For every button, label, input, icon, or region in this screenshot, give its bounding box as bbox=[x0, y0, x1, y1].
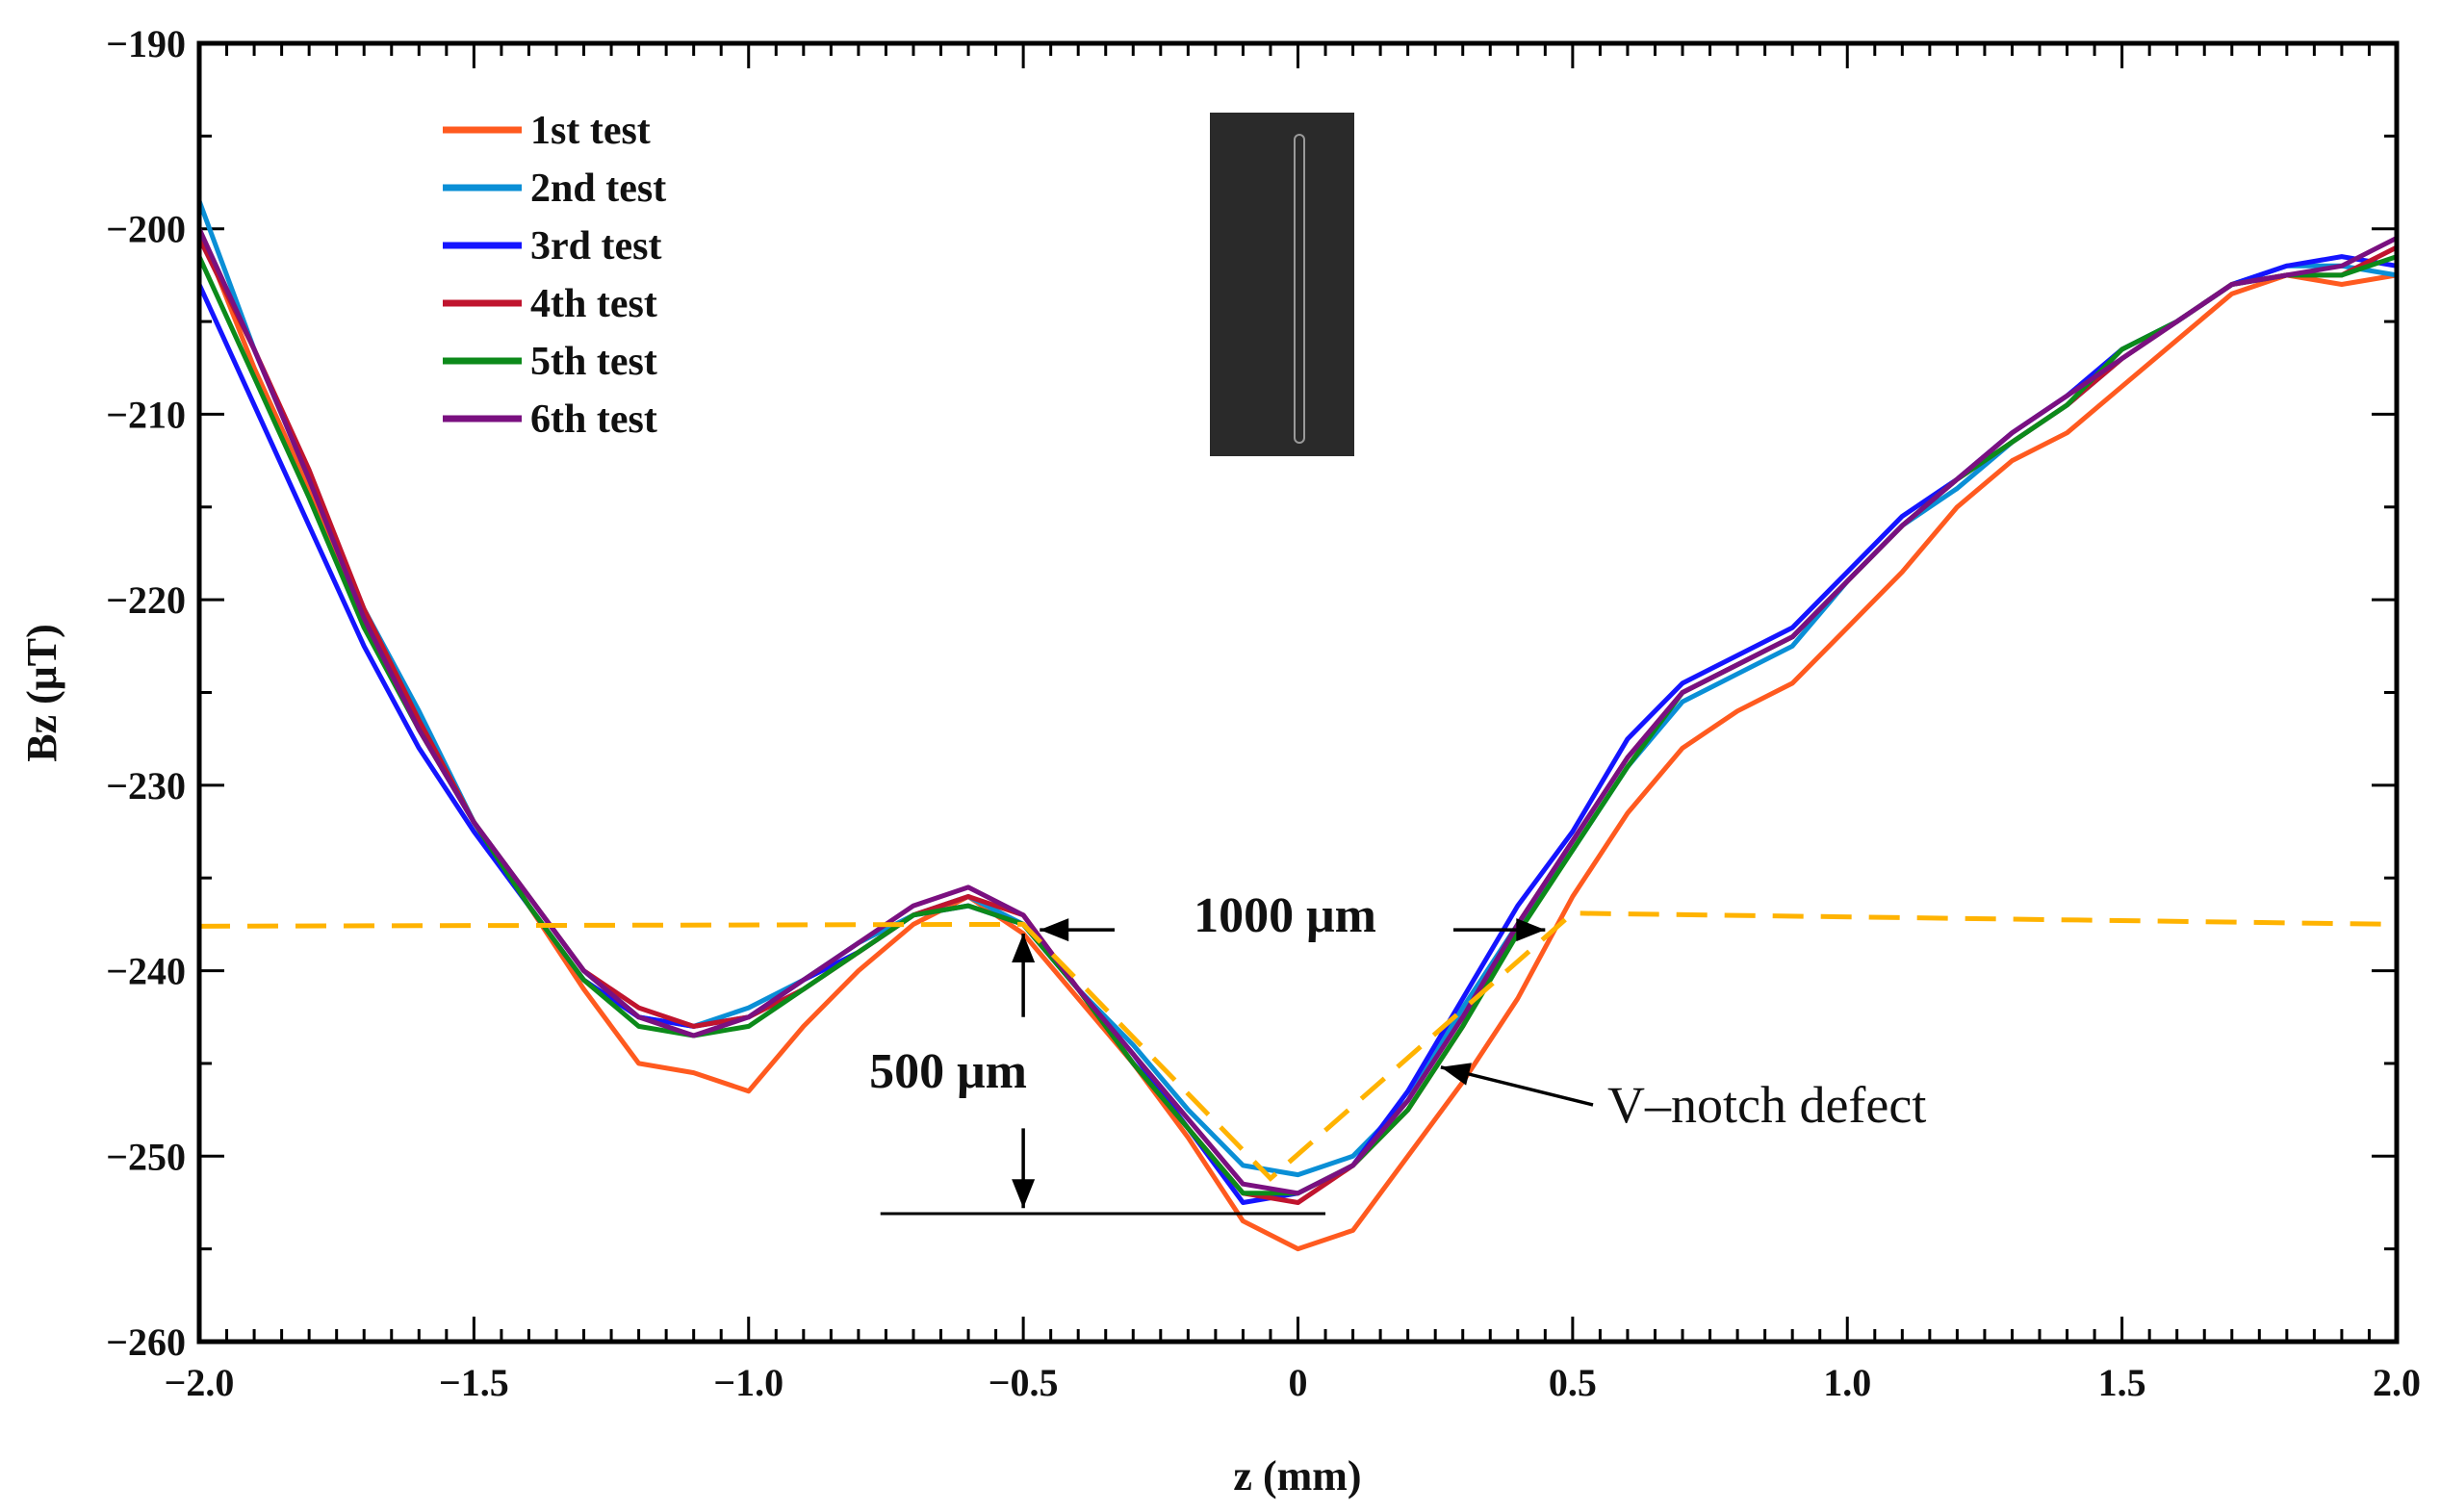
x-tick-label: 2.0 bbox=[2373, 1361, 2421, 1404]
width-arrow-left-head bbox=[1040, 918, 1069, 942]
y-tick-label: −260 bbox=[106, 1320, 186, 1364]
series-line-6 bbox=[196, 227, 2399, 1196]
x-tick-label: −1.5 bbox=[439, 1361, 509, 1404]
x-tick-label: 1.0 bbox=[1823, 1361, 1871, 1404]
x-tick-label: −2.0 bbox=[165, 1361, 235, 1404]
legend-label: 5th test bbox=[530, 340, 657, 384]
legend: 1st test 2nd test 3rd test 4th test 5th test… bbox=[443, 109, 666, 442]
y-tick-label: −250 bbox=[106, 1135, 186, 1178]
y-axis-label: Bz (μT) bbox=[18, 624, 65, 761]
defect-arrow-head bbox=[1440, 1063, 1472, 1086]
plot-frame bbox=[196, 40, 2400, 1345]
y-tick-label: −210 bbox=[106, 393, 186, 436]
y-tick-label: −200 bbox=[106, 208, 186, 251]
inset-photo-background bbox=[1210, 113, 1354, 456]
y-tick-label: −230 bbox=[106, 764, 186, 807]
depth-arrow-down-head bbox=[1012, 1179, 1036, 1209]
inset-photo bbox=[1210, 113, 1354, 456]
width-annotation: 1000 μm bbox=[1194, 888, 1376, 943]
depth-arrow-up-head bbox=[1012, 934, 1036, 963]
legend-label: 1st test bbox=[530, 109, 651, 153]
y-tick-label: −190 bbox=[106, 22, 186, 65]
y-tick-label: −240 bbox=[106, 950, 186, 993]
defect-annotation: V–notch defect bbox=[1607, 1076, 1926, 1134]
legend-label: 2nd test bbox=[530, 167, 666, 211]
x-tick-label: 0.5 bbox=[1549, 1361, 1597, 1404]
depth-annotation: 500 μm bbox=[869, 1044, 1027, 1099]
legend-label: 4th test bbox=[530, 282, 657, 326]
inset-notch-shape bbox=[1294, 134, 1305, 444]
x-tick-label: 0 bbox=[1289, 1361, 1308, 1404]
x-axis-label: z (mm) bbox=[1233, 1452, 1361, 1499]
x-tick-label: −0.5 bbox=[989, 1361, 1059, 1404]
width-arrow-right-head bbox=[1516, 918, 1546, 942]
x-tick-label: 1.5 bbox=[2098, 1361, 2146, 1404]
series-lines bbox=[196, 199, 2399, 1252]
reference-dashed-line bbox=[198, 910, 2398, 1182]
y-tick-labels: −190 −200 −210 −220 −230 −240 −250 −260 bbox=[106, 22, 186, 1364]
y-tick-label: −220 bbox=[106, 578, 186, 622]
series-line-1 bbox=[196, 227, 2398, 1252]
x-tick-label: −1.0 bbox=[713, 1361, 783, 1404]
legend-label: 3rd test bbox=[530, 224, 661, 269]
annotations bbox=[880, 918, 1594, 1216]
legend-label: 6th test bbox=[530, 397, 657, 442]
x-tick-labels: −2.0 −1.5 −1.0 −0.5 0 0.5 1.0 1.5 2.0 bbox=[165, 1361, 2421, 1404]
